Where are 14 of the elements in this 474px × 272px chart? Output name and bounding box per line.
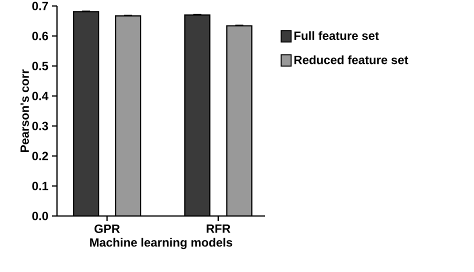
y-tick-label: 0.2 bbox=[32, 152, 48, 160]
y-tick-label: 0.6 bbox=[32, 32, 48, 40]
x-tick-label: GPR bbox=[94, 224, 120, 234]
x-tick-label: RFR bbox=[206, 224, 230, 233]
y-tick-label: 0.4 bbox=[32, 92, 48, 100]
y-tick-label: 0.1 bbox=[32, 182, 48, 190]
y-axis-title: Pearson's corr bbox=[20, 69, 29, 152]
y-tick-label: 0.5 bbox=[32, 62, 48, 70]
legend-label: Full feature set bbox=[294, 31, 379, 40]
legend-label: Reduced feature set bbox=[294, 55, 408, 64]
y-tick-label: 0.7 bbox=[32, 2, 48, 10]
y-tick-label: 0.3 bbox=[32, 122, 48, 130]
x-axis-title: Machine learning models bbox=[90, 238, 232, 250]
y-tick-label: 0.0 bbox=[32, 212, 48, 220]
